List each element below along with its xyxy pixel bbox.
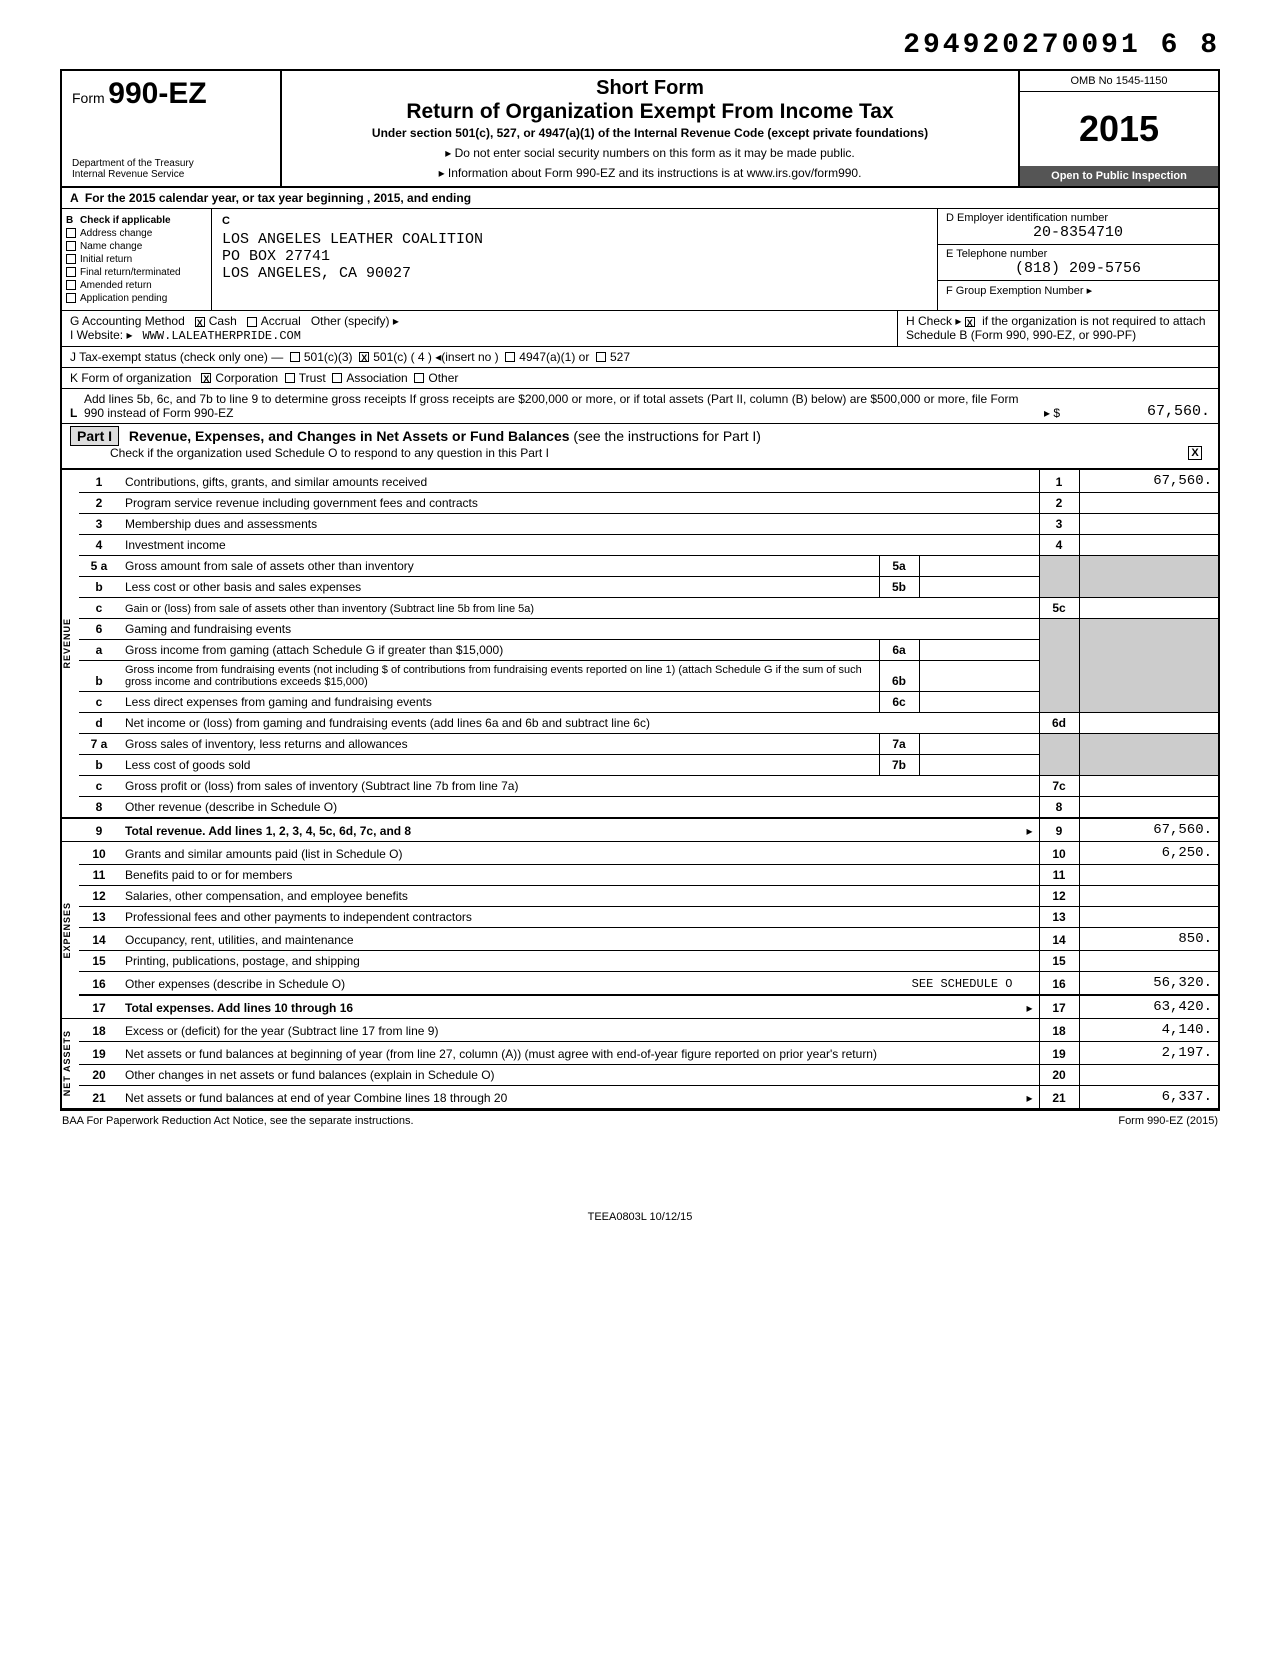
row-h-label: H Check ▸ <box>906 314 961 328</box>
box-d-label: D Employer identification number <box>946 212 1210 224</box>
chk-cash[interactable] <box>195 317 205 327</box>
row-i-label: I Website: ▸ <box>70 328 133 342</box>
row-l: L Add lines 5b, 6c, and 7b to line 9 to … <box>60 389 1220 424</box>
note-ssn: ▸ Do not enter social security numbers o… <box>292 146 1008 160</box>
form-subtitle: Under section 501(c), 527, or 4947(a)(1)… <box>292 126 1008 140</box>
box-f-label: F Group Exemption Number ▸ <box>946 284 1210 297</box>
row-a: A For the 2015 calendar year, or tax yea… <box>60 188 1220 209</box>
row-g-label: G Accounting Method <box>70 314 185 328</box>
chk-accrual[interactable] <box>247 317 257 327</box>
chk-amended[interactable] <box>66 280 76 290</box>
form-footer: Form 990-EZ (2015) <box>1118 1115 1218 1127</box>
box-c-label: C <box>222 215 927 227</box>
dept-line1: Department of the Treasury <box>72 158 270 169</box>
chk-association[interactable] <box>332 373 342 383</box>
gross-receipts: 67,560. <box>1070 403 1210 420</box>
form-title: Return of Organization Exempt From Incom… <box>292 100 1008 124</box>
omb-number: OMB No 1545-1150 <box>1020 71 1218 92</box>
form-header: Form 990-EZ Department of the Treasury I… <box>60 69 1220 188</box>
chk-501c3[interactable] <box>290 352 300 362</box>
tax-year: 2015 <box>1020 92 1218 166</box>
form-prefix: Form <box>72 90 105 106</box>
chk-trust[interactable] <box>285 373 295 383</box>
chk-527[interactable] <box>596 352 606 362</box>
part1-header: Part I Revenue, Expenses, and Changes in… <box>60 424 1220 470</box>
block-b-c-d-e-f: BCheck if applicable Address change Name… <box>60 209 1220 311</box>
chk-4947[interactable] <box>505 352 515 362</box>
ein: 20-8354710 <box>946 224 1210 241</box>
row-g-i-h: G Accounting Method Cash Accrual Other (… <box>60 311 1220 347</box>
chk-other-org[interactable] <box>414 373 424 383</box>
expenses-label: EXPENSES <box>62 902 72 959</box>
chk-501c[interactable] <box>359 352 369 362</box>
form-number: 990-EZ <box>108 77 206 110</box>
org-addr2: LOS ANGELES, CA 90027 <box>222 265 927 282</box>
dept-line2: Internal Revenue Service <box>72 169 270 180</box>
note-info: ▸ Information about Form 990-EZ and its … <box>292 166 1008 180</box>
bottom-bar: BAA For Paperwork Reduction Act Notice, … <box>60 1109 1220 1131</box>
revenue-label: REVENUE <box>62 618 72 669</box>
open-inspection: Open to Public Inspection <box>1020 166 1218 186</box>
part1-table: REVENUE 1Contributions, gifts, grants, a… <box>60 470 1220 1109</box>
chk-address-change[interactable] <box>66 228 76 238</box>
box-b-header: Check if applicable <box>80 215 171 226</box>
chk-name-change[interactable] <box>66 241 76 251</box>
row-k: K Form of organization Corporation Trust… <box>60 368 1220 389</box>
chk-initial-return[interactable] <box>66 254 76 264</box>
short-form: Short Form <box>292 77 1008 100</box>
chk-corporation[interactable] <box>201 373 211 383</box>
website: WWW.LALEATHERPRIDE.COM <box>143 329 301 343</box>
dln: 294920270091 6 8 <box>60 30 1220 61</box>
box-e-label: E Telephone number <box>946 248 1210 260</box>
software-code: TEEA0803L 10/12/15 <box>60 1211 1220 1223</box>
row-j: J Tax-exempt status (check only one) — 5… <box>60 347 1220 368</box>
telephone: (818) 209-5756 <box>946 260 1210 277</box>
net-assets-label: NET ASSETS <box>62 1030 72 1096</box>
org-name: LOS ANGELES LEATHER COALITION <box>222 231 927 248</box>
part1-schedule-o-check[interactable]: X <box>1188 446 1202 460</box>
chk-final-return[interactable] <box>66 267 76 277</box>
see-schedule-o: SEE SCHEDULE O <box>912 977 1013 991</box>
chk-pending[interactable] <box>66 293 76 303</box>
baa-notice: BAA For Paperwork Reduction Act Notice, … <box>62 1115 414 1127</box>
chk-schedule-b[interactable] <box>965 317 975 327</box>
org-addr1: PO BOX 27741 <box>222 248 927 265</box>
